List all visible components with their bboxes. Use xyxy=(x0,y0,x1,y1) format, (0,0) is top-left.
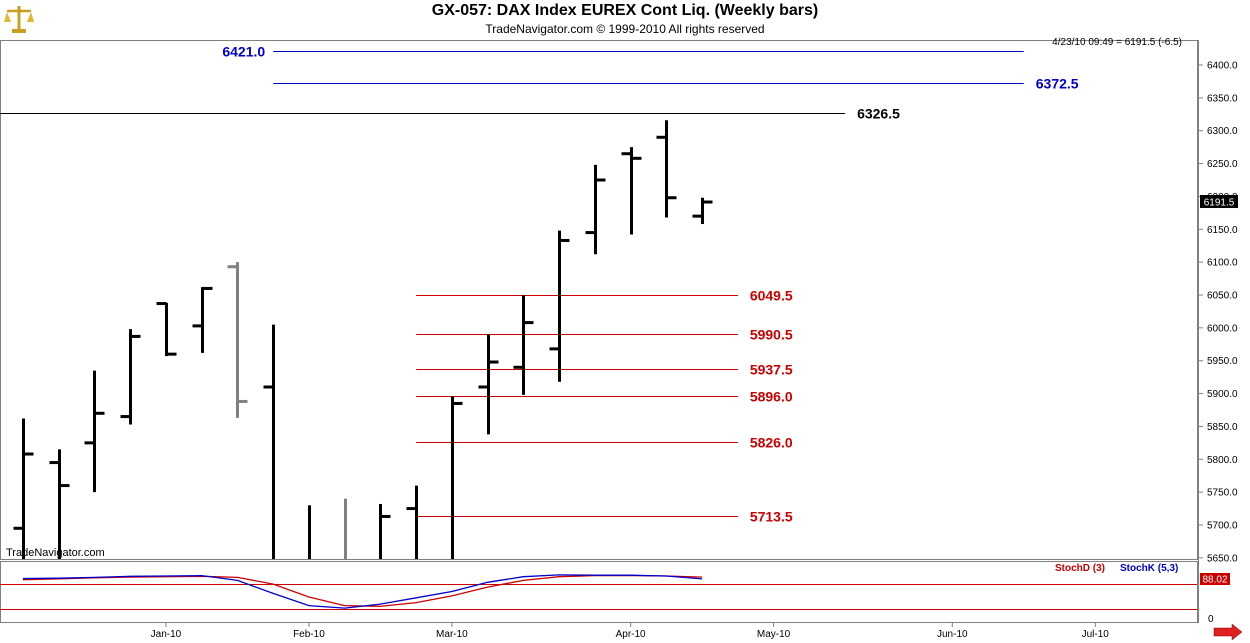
y-tick-label: 6100.0 xyxy=(1207,258,1238,269)
y-tick-label: 6350.0 xyxy=(1207,93,1238,104)
y-tick-label: 6000.0 xyxy=(1207,323,1238,334)
stochk-line xyxy=(22,574,703,609)
x-tick-label: Mar-10 xyxy=(436,629,468,640)
ohlc-bar xyxy=(84,370,105,493)
ohlc-bar xyxy=(451,396,463,559)
ohlc-bar xyxy=(192,286,213,353)
last-price-label: 6191.5 xyxy=(1204,198,1235,209)
ohlc-bar xyxy=(227,262,248,418)
ohlc-bar xyxy=(13,418,34,559)
chart-title: GX-057: DAX Index EUREX Cont Liq. (Weekl… xyxy=(431,2,819,19)
indicator-panel xyxy=(0,561,1198,623)
ohlc-bar xyxy=(656,120,677,218)
x-tick-label: Feb-10 xyxy=(293,629,325,640)
chart-subtitle: TradeNavigator.com © 1999-2010 All right… xyxy=(485,22,765,36)
level-label: 5896.0 xyxy=(750,389,793,405)
legend-stochd: StochD (3) xyxy=(1055,563,1105,574)
price-panel xyxy=(0,40,1198,560)
ohlc-bar xyxy=(263,324,275,559)
level-label: 5713.5 xyxy=(750,509,793,525)
stoch-zero-label: 0 xyxy=(1208,614,1214,625)
x-tick-label: Jan-10 xyxy=(151,629,182,640)
last-price-tag: 6191.5 xyxy=(1200,195,1238,209)
y-tick-label: 6250.0 xyxy=(1207,159,1238,170)
level-label: 6372.5 xyxy=(1036,76,1079,92)
y-tick-label: 5850.0 xyxy=(1207,422,1238,433)
ohlc-bar xyxy=(549,230,570,382)
ohlc-bar xyxy=(621,147,642,235)
level-label: 5990.5 xyxy=(750,327,793,343)
watermark: TradeNavigator.com xyxy=(6,547,105,559)
y-tick-label: 6400.0 xyxy=(1207,61,1238,72)
ohlc-bar xyxy=(120,329,141,425)
y-tick-label: 5950.0 xyxy=(1207,356,1238,367)
status-line: 4/23/10 09:49 = 6191.5 (-6.5) xyxy=(1052,37,1182,48)
stoch-value-label: 88.02 xyxy=(1202,575,1227,586)
y-tick-label: 6150.0 xyxy=(1207,225,1238,236)
y-tick-label: 6050.0 xyxy=(1207,291,1238,302)
ohlc-bar xyxy=(49,449,70,559)
y-tick-label: 5700.0 xyxy=(1207,521,1238,532)
ohlc-bar xyxy=(478,334,499,435)
ohlc-bar xyxy=(379,503,391,559)
ohlc-bar xyxy=(513,295,534,395)
price-axis-panel xyxy=(1198,40,1250,560)
x-tick-label: Jun-10 xyxy=(937,629,968,640)
y-tick-label: 5750.0 xyxy=(1207,488,1238,499)
chart-header: GX-057: DAX Index EUREX Cont Liq. (Weekl… xyxy=(0,0,1250,40)
y-tick-label: 5900.0 xyxy=(1207,389,1238,400)
y-tick-label: 5800.0 xyxy=(1207,455,1238,466)
legend-stochk: StochK (5,3) xyxy=(1120,563,1178,574)
y-tick-label: 5650.0 xyxy=(1207,553,1238,564)
ohlc-bar xyxy=(585,164,606,255)
level-label: 6421.0 xyxy=(222,44,265,60)
x-tick-label: Apr-10 xyxy=(616,629,646,640)
x-tick-label: Jul-10 xyxy=(1082,629,1110,640)
y-tick-label: 6300.0 xyxy=(1207,126,1238,137)
ohlc-bar xyxy=(692,197,713,225)
level-label: 6049.5 xyxy=(750,288,793,304)
level-label: 5937.5 xyxy=(750,362,793,378)
ohlc-bar xyxy=(406,485,418,559)
x-tick-label: May-10 xyxy=(757,629,791,640)
ohlc-bar xyxy=(156,302,177,357)
level-label: 6326.5 xyxy=(857,106,900,122)
stoch-value-tag xyxy=(1200,573,1230,585)
right-arrow-icon[interactable] xyxy=(1213,623,1243,641)
level-label: 5826.0 xyxy=(750,435,793,451)
scales-logo-icon xyxy=(4,2,34,36)
